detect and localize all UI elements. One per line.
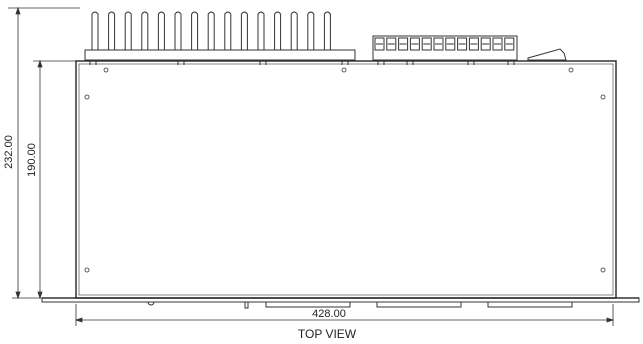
terminal-contact	[386, 37, 397, 51]
front-feature	[265, 301, 351, 308]
dimension-overall-depth	[8, 6, 80, 300]
terminal-contact	[374, 37, 385, 51]
terminal-contact	[480, 37, 491, 51]
heatsink-fin	[307, 11, 315, 50]
front-feature	[376, 301, 462, 308]
heatsink-fin	[274, 11, 282, 50]
screw	[84, 267, 90, 273]
heatsink-fin	[257, 11, 265, 50]
terminal-contact	[457, 37, 468, 51]
terminal-contacts	[374, 37, 515, 51]
rear-switch	[527, 48, 567, 61]
screw	[600, 94, 606, 100]
dimension-body-depth-label: 190.00	[26, 143, 38, 177]
terminal-contact	[445, 37, 456, 51]
heatsink-fin	[108, 11, 116, 50]
heatsink-fin	[124, 11, 132, 50]
heatsink-fin	[91, 11, 99, 50]
terminal-contact	[398, 37, 409, 51]
heatsink-fin	[290, 11, 298, 50]
terminal-contact	[504, 37, 515, 51]
terminal-block	[372, 35, 518, 61]
heatsink-fin	[323, 11, 331, 50]
terminal-contact	[433, 37, 444, 51]
heatsink-fin	[174, 11, 182, 50]
terminal-contact	[468, 37, 479, 51]
heatsink-fin	[141, 11, 149, 50]
dimension-width-label: 428.00	[312, 308, 346, 320]
heatsink-fin	[157, 11, 165, 50]
screw	[600, 267, 606, 273]
heatsink	[84, 11, 356, 61]
chassis-body	[75, 60, 617, 299]
front-panel	[41, 297, 640, 309]
heatsink-base	[84, 49, 356, 61]
heatsink-fin	[224, 11, 232, 50]
terminal-contact	[421, 37, 432, 51]
terminal-contact	[492, 37, 503, 51]
heatsink-fin	[207, 11, 215, 50]
screw	[103, 67, 109, 73]
screw	[341, 67, 347, 73]
heatsink-fin	[191, 11, 199, 50]
terminal-contact	[409, 37, 420, 51]
view-title: TOP VIEW	[298, 327, 357, 341]
heatsink-fin	[240, 11, 248, 50]
screw	[84, 94, 90, 100]
dimension-overall-depth-label: 232.00	[3, 135, 15, 169]
dimension-width	[74, 304, 615, 326]
front-feature	[487, 301, 573, 308]
dimension-body-depth	[33, 59, 76, 300]
heatsink-fins	[91, 11, 331, 50]
screw	[568, 67, 574, 73]
